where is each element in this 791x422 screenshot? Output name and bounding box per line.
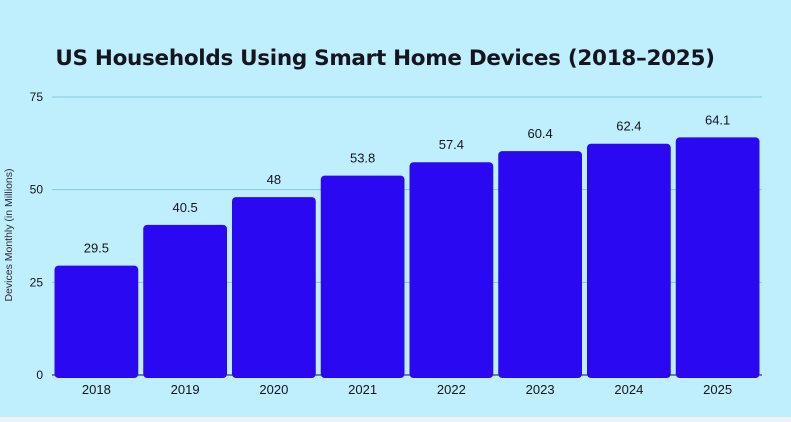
bar-2018 (54, 265, 139, 378)
y-tick-label: 50 (30, 183, 44, 197)
bars (54, 137, 760, 378)
x-tick-labels: 2018 2019 2020 2021 2022 2023 2024 2025 (82, 382, 732, 397)
bar-2023 (498, 151, 582, 378)
bar-2021 (320, 175, 405, 378)
x-tick-label: 2025 (703, 382, 732, 397)
x-tick-label: 2023 (526, 382, 555, 397)
bar-2025 (675, 137, 760, 378)
y-tick-label: 25 (30, 275, 44, 289)
bottom-strip (0, 417, 791, 422)
data-label: 29.5 (84, 241, 109, 256)
x-tick-label: 2021 (348, 382, 377, 397)
y-tick-labels: 0 25 50 75 (30, 90, 44, 382)
x-tick-label: 2022 (437, 382, 466, 397)
data-labels: 29.5 40.5 48 53.8 57.4 60.4 62.4 64.1 (84, 112, 731, 255)
data-label: 64.1 (705, 112, 730, 127)
y-tick-label: 0 (36, 368, 43, 382)
x-tick-label: 2018 (82, 382, 111, 397)
y-tick-label: 75 (30, 90, 44, 104)
chart-title: US Households Using Smart Home Devices (… (55, 46, 715, 71)
data-label: 62.4 (616, 119, 641, 134)
x-tick-label: 2020 (259, 382, 288, 397)
data-label: 53.8 (350, 151, 375, 166)
data-label: 60.4 (527, 126, 552, 141)
bar-2022 (409, 162, 494, 378)
bar-2020 (232, 197, 316, 378)
x-tick-label: 2024 (614, 382, 643, 397)
data-label: 40.5 (172, 200, 197, 215)
bar-2024 (587, 143, 671, 378)
data-label: 57.4 (439, 137, 464, 152)
bar-2019 (143, 224, 227, 378)
x-tick-label: 2019 (171, 382, 200, 397)
data-label: 48 (267, 172, 281, 187)
